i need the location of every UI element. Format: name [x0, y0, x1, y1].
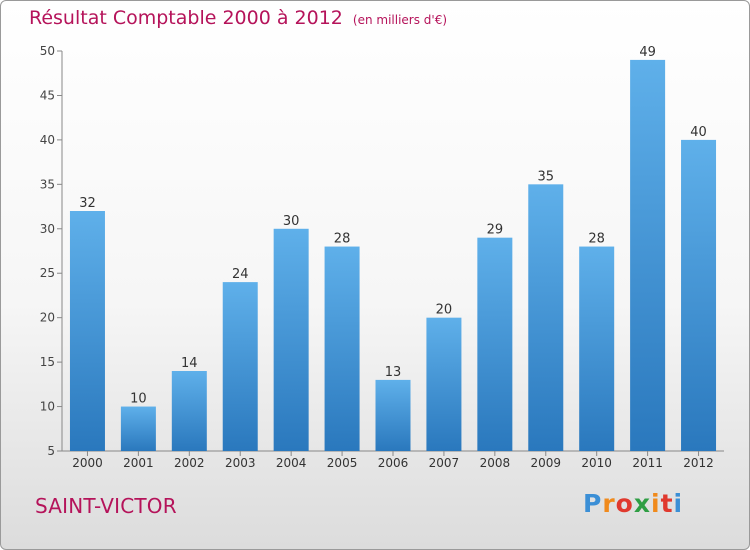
bar-2008 — [477, 237, 513, 451]
proxiti-logo: Proxiti — [583, 489, 684, 518]
y-tick-label: 45 — [40, 88, 55, 102]
bar-2010 — [579, 246, 615, 451]
x-tick-label: 2004 — [276, 456, 307, 470]
commune-name: SAINT-VICTOR — [35, 494, 177, 518]
x-tick-label: 2011 — [632, 456, 663, 470]
title-text: Résultat Comptable 2000 à 2012 — [29, 7, 343, 29]
bar-2012 — [681, 139, 717, 451]
bar-2009 — [528, 184, 564, 452]
bar-2002 — [171, 371, 207, 451]
y-tick-label: 20 — [40, 311, 55, 325]
bar-value-label: 30 — [283, 214, 300, 229]
y-tick-label: 40 — [40, 133, 55, 147]
y-tick-label: 25 — [40, 266, 55, 280]
chart-title: Résultat Comptable 2000 à 2012 (en millie… — [29, 7, 447, 29]
x-tick-label: 2000 — [72, 456, 103, 470]
x-tick-label: 2007 — [429, 456, 460, 470]
x-tick-label: 2008 — [480, 456, 511, 470]
x-tick-label: 2010 — [581, 456, 612, 470]
bar-value-label: 10 — [130, 392, 147, 407]
y-tick-label: 5 — [47, 444, 55, 458]
y-tick-label: 50 — [40, 44, 55, 58]
x-tick-label: 2003 — [225, 456, 256, 470]
bar-value-label: 14 — [181, 356, 198, 371]
bar-value-label: 40 — [690, 125, 707, 140]
title-unit: (en milliers d'€) — [352, 13, 448, 27]
x-tick-label: 2002 — [174, 456, 205, 470]
y-tick-label: 30 — [40, 222, 55, 236]
bar-value-label: 28 — [588, 232, 605, 247]
x-tick-label: 2012 — [683, 456, 714, 470]
x-tick-label: 2001 — [123, 456, 154, 470]
bar-2003 — [222, 282, 258, 451]
x-tick-label: 2005 — [327, 456, 358, 470]
bar-value-label: 29 — [487, 223, 504, 238]
bar-2011 — [630, 59, 666, 452]
bar-2007 — [426, 317, 462, 451]
bar-2000 — [69, 211, 105, 451]
y-tick-label: 35 — [40, 177, 55, 191]
bar-value-label: 32 — [79, 196, 96, 211]
bar-2005 — [324, 246, 360, 451]
bar-value-label: 13 — [385, 365, 402, 380]
bar-2001 — [120, 406, 156, 451]
bar-value-label: 49 — [639, 45, 656, 60]
y-tick-label: 10 — [40, 400, 55, 414]
bar-value-label: 35 — [537, 169, 554, 184]
x-tick-label: 2006 — [378, 456, 409, 470]
bar-value-label: 20 — [436, 303, 453, 318]
y-tick-label: 15 — [40, 355, 55, 369]
bar-2006 — [375, 379, 411, 451]
bar-value-label: 28 — [334, 232, 351, 247]
x-tick-label: 2009 — [530, 456, 561, 470]
bar-2004 — [273, 228, 309, 451]
chart-bars: 32 10 14 24 30 28 13 20 29 35 28 49 40 — [69, 45, 717, 452]
bar-value-label: 24 — [232, 267, 249, 282]
